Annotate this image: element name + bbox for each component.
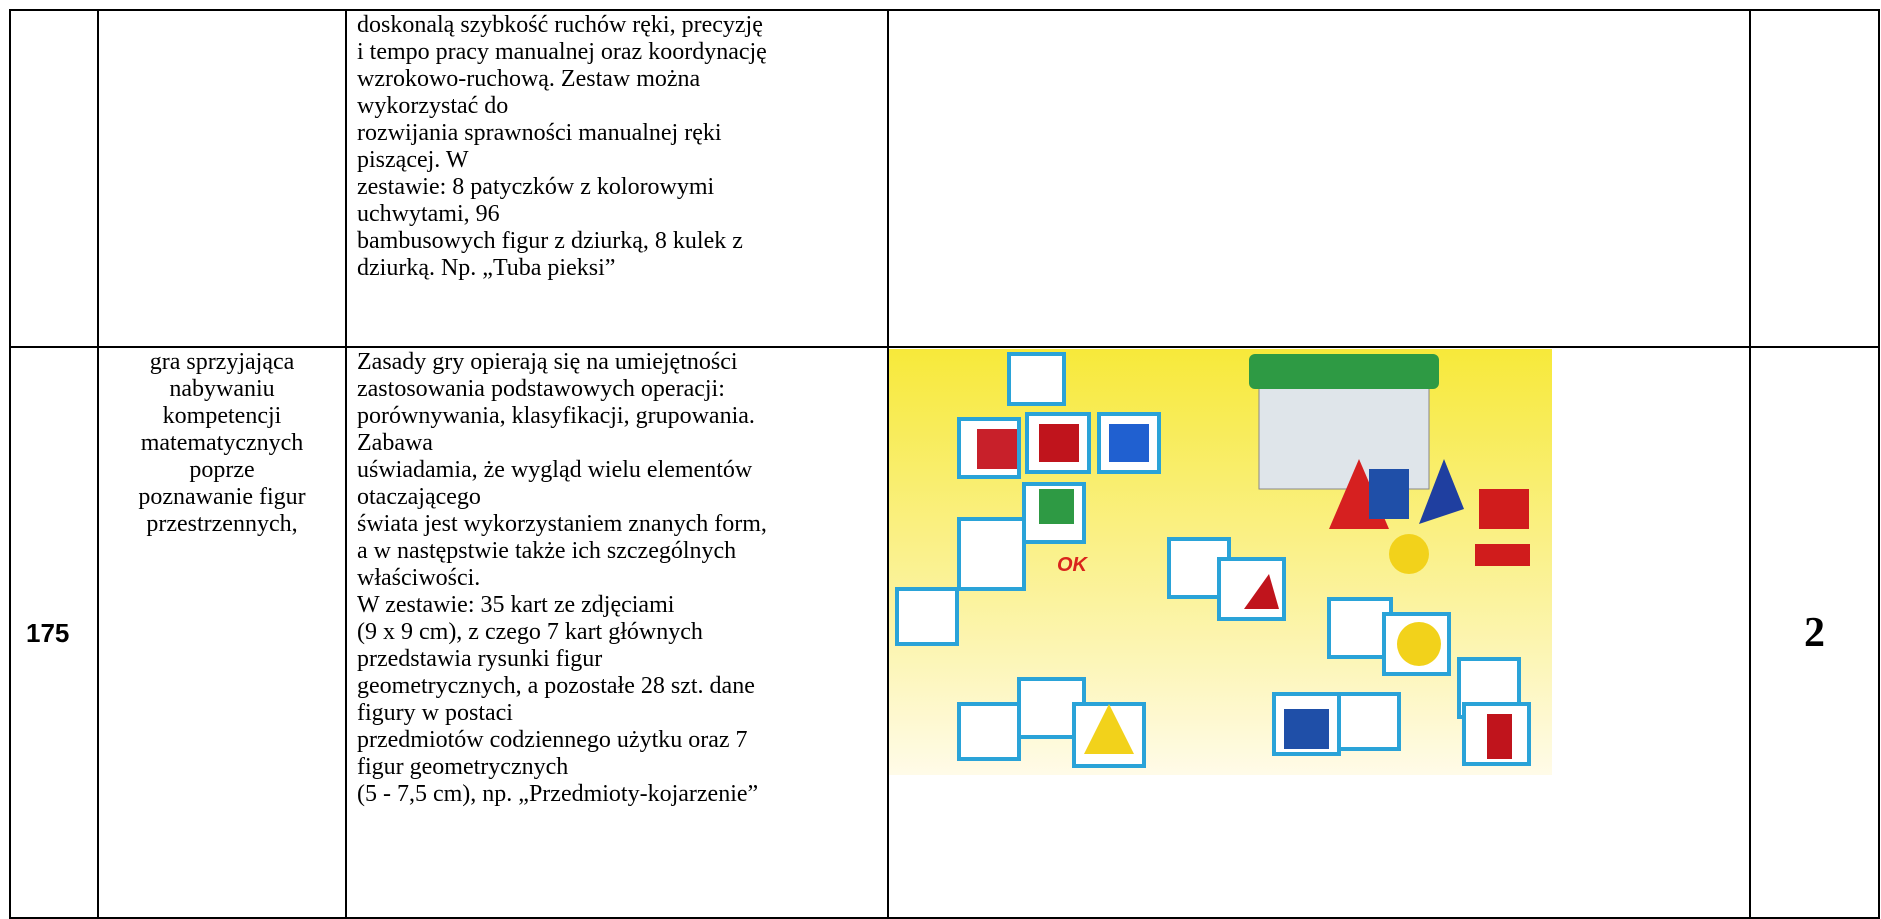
description-line: uchwytami, 96 [357,201,500,227]
description-line: geometrycznych, a pozostałe 28 szt. dane [357,673,755,699]
border [1878,9,1880,919]
name-line: poprze [189,457,255,483]
product-image: OK [889,349,1552,775]
description-line: świata jest wykorzystaniem znanych form, [357,511,767,537]
description-line: doskonalą szybkość ruchów ręki, precyzję [357,12,763,38]
name-line: kompetencji [162,403,282,429]
name-line: przestrzennych, [146,511,298,537]
name-line: matematycznych [140,430,304,456]
quantity: 2 [1804,610,1825,656]
description-line: otaczającego [357,484,481,510]
border [9,346,1880,348]
description-line: bambusowych figur z dziurką, 8 kulek z [357,228,743,254]
description-line: uświadamia, że wygląd wielu elementów [357,457,753,483]
description-line: właściwości. [357,565,481,591]
description-line: figur geometrycznych [357,754,569,780]
description-line: porównywania, klasyfikacji, grupowania. [357,403,755,429]
border [9,9,1880,11]
description-line: W zestawie: 35 kart ze zdjęciami [357,592,675,618]
description-line: (9 x 9 cm), z czego 7 kart głównych [357,619,703,645]
border [887,9,889,919]
description-line: a w następstwie także ich szczególnych [357,538,737,564]
description-line: figury w postaci [357,700,513,726]
description-line: dziurką. Np. „Tuba pieksi” [357,255,616,281]
item-number: 175 [26,618,70,648]
description-line: (5 - 7,5 cm), np. „Przedmioty-kojarzenie… [357,781,759,807]
description-line: wzrokowo-ruchową. Zestaw można [357,66,701,92]
description-line: rozwijania sprawności manualnej ręki [357,120,722,146]
description-line: zestawie: 8 patyczków z kolorowymi [357,174,715,200]
description-line: przedstawia rysunki figur [357,646,603,672]
svg-text:OK: OK [1057,554,1089,576]
name-line: gra sprzyjająca [149,349,295,375]
description-line: przedmiotów codziennego użytku oraz 7 [357,727,748,753]
description-line: piszącej. W [357,147,469,173]
description-line: zastosowania podstawowych operacji: [357,376,725,402]
name-line: poznawanie figur [138,484,306,510]
name-line: nabywaniu [169,376,275,402]
border [97,9,99,919]
border [9,9,11,919]
description-line: Zasady gry opierają się na umiejętności [357,349,738,375]
border [345,9,347,919]
description-line: wykorzystać do [357,93,509,119]
description-line: Zabawa [357,430,433,456]
description-line: i tempo pracy manualnej oraz koordynację [357,39,767,65]
border [1749,9,1751,919]
border [9,917,1880,919]
